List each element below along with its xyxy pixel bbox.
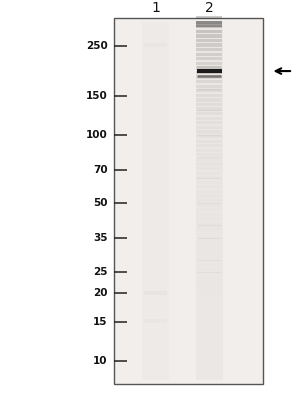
Bar (196, 350, 222, 353)
Bar (196, 290, 222, 294)
Bar (196, 21, 222, 27)
Bar (196, 34, 222, 38)
Text: 250: 250 (86, 40, 108, 50)
Bar (196, 304, 222, 308)
Bar (196, 89, 222, 92)
Bar (196, 76, 222, 79)
Bar (196, 53, 222, 56)
Bar (196, 85, 222, 88)
Bar (196, 162, 222, 166)
Bar (196, 359, 222, 362)
Bar (196, 254, 222, 257)
Bar (196, 25, 222, 28)
Bar (196, 240, 222, 243)
Bar (196, 108, 222, 111)
Bar (196, 277, 222, 280)
Bar (196, 263, 222, 266)
Bar (196, 226, 222, 230)
Bar (196, 336, 222, 340)
Bar (196, 103, 222, 106)
Bar (196, 66, 222, 70)
Bar (144, 319, 167, 323)
Bar (196, 98, 222, 102)
Bar (196, 176, 222, 179)
Bar (196, 112, 222, 115)
Bar (196, 286, 222, 289)
Text: 100: 100 (86, 130, 108, 140)
Text: 25: 25 (93, 266, 108, 276)
Bar (196, 181, 222, 184)
Bar (196, 368, 222, 372)
Bar (196, 318, 222, 321)
Bar (196, 300, 222, 303)
Bar (196, 341, 222, 344)
Bar (196, 231, 222, 234)
Bar (196, 22, 223, 380)
Bar (196, 249, 222, 252)
Bar (196, 71, 222, 74)
Bar (196, 213, 222, 216)
Bar (196, 44, 222, 47)
Bar (196, 140, 222, 143)
Bar (196, 345, 222, 348)
Text: 1: 1 (151, 1, 160, 15)
Text: 70: 70 (93, 166, 108, 176)
Bar (196, 117, 222, 120)
Bar (196, 236, 222, 239)
Bar (144, 291, 167, 295)
Text: 35: 35 (93, 234, 108, 244)
Bar (196, 172, 222, 175)
Text: 2: 2 (205, 1, 214, 15)
Bar (196, 16, 222, 19)
Bar (196, 309, 222, 312)
Bar (196, 135, 222, 138)
Bar (196, 48, 222, 51)
Text: 10: 10 (93, 356, 108, 366)
Bar (196, 258, 222, 262)
Bar (196, 378, 222, 381)
Bar (196, 295, 222, 298)
Bar (196, 373, 222, 376)
Bar (196, 208, 222, 211)
Bar (144, 43, 167, 47)
Bar (196, 194, 222, 198)
Bar (196, 94, 222, 97)
Bar (196, 20, 222, 24)
Bar (196, 222, 222, 225)
Bar (196, 39, 222, 42)
Bar (196, 199, 222, 202)
Text: 150: 150 (86, 91, 108, 101)
Bar (142, 22, 169, 380)
Bar (196, 121, 222, 124)
Bar (196, 153, 222, 156)
Bar (114, 18, 263, 384)
Bar (196, 167, 222, 170)
Bar (196, 30, 222, 33)
Bar (196, 327, 222, 330)
Bar (196, 313, 222, 316)
Text: 15: 15 (93, 317, 108, 327)
Bar (196, 322, 222, 326)
Bar (196, 204, 222, 207)
Bar (196, 158, 222, 161)
Bar (196, 57, 222, 60)
Bar (196, 245, 222, 248)
Bar (196, 185, 222, 188)
Bar (196, 62, 222, 65)
Bar (196, 149, 222, 152)
Bar (196, 130, 222, 134)
Bar (196, 126, 222, 129)
Text: 20: 20 (93, 288, 108, 298)
Bar (196, 144, 222, 147)
Bar (196, 354, 222, 358)
Bar (196, 332, 222, 335)
Bar (196, 190, 222, 193)
Bar (196, 272, 222, 275)
Bar (196, 268, 222, 271)
Bar (196, 80, 222, 83)
Bar (196, 364, 222, 367)
Text: 50: 50 (93, 198, 108, 208)
Bar (196, 217, 222, 220)
Bar (196, 281, 222, 284)
